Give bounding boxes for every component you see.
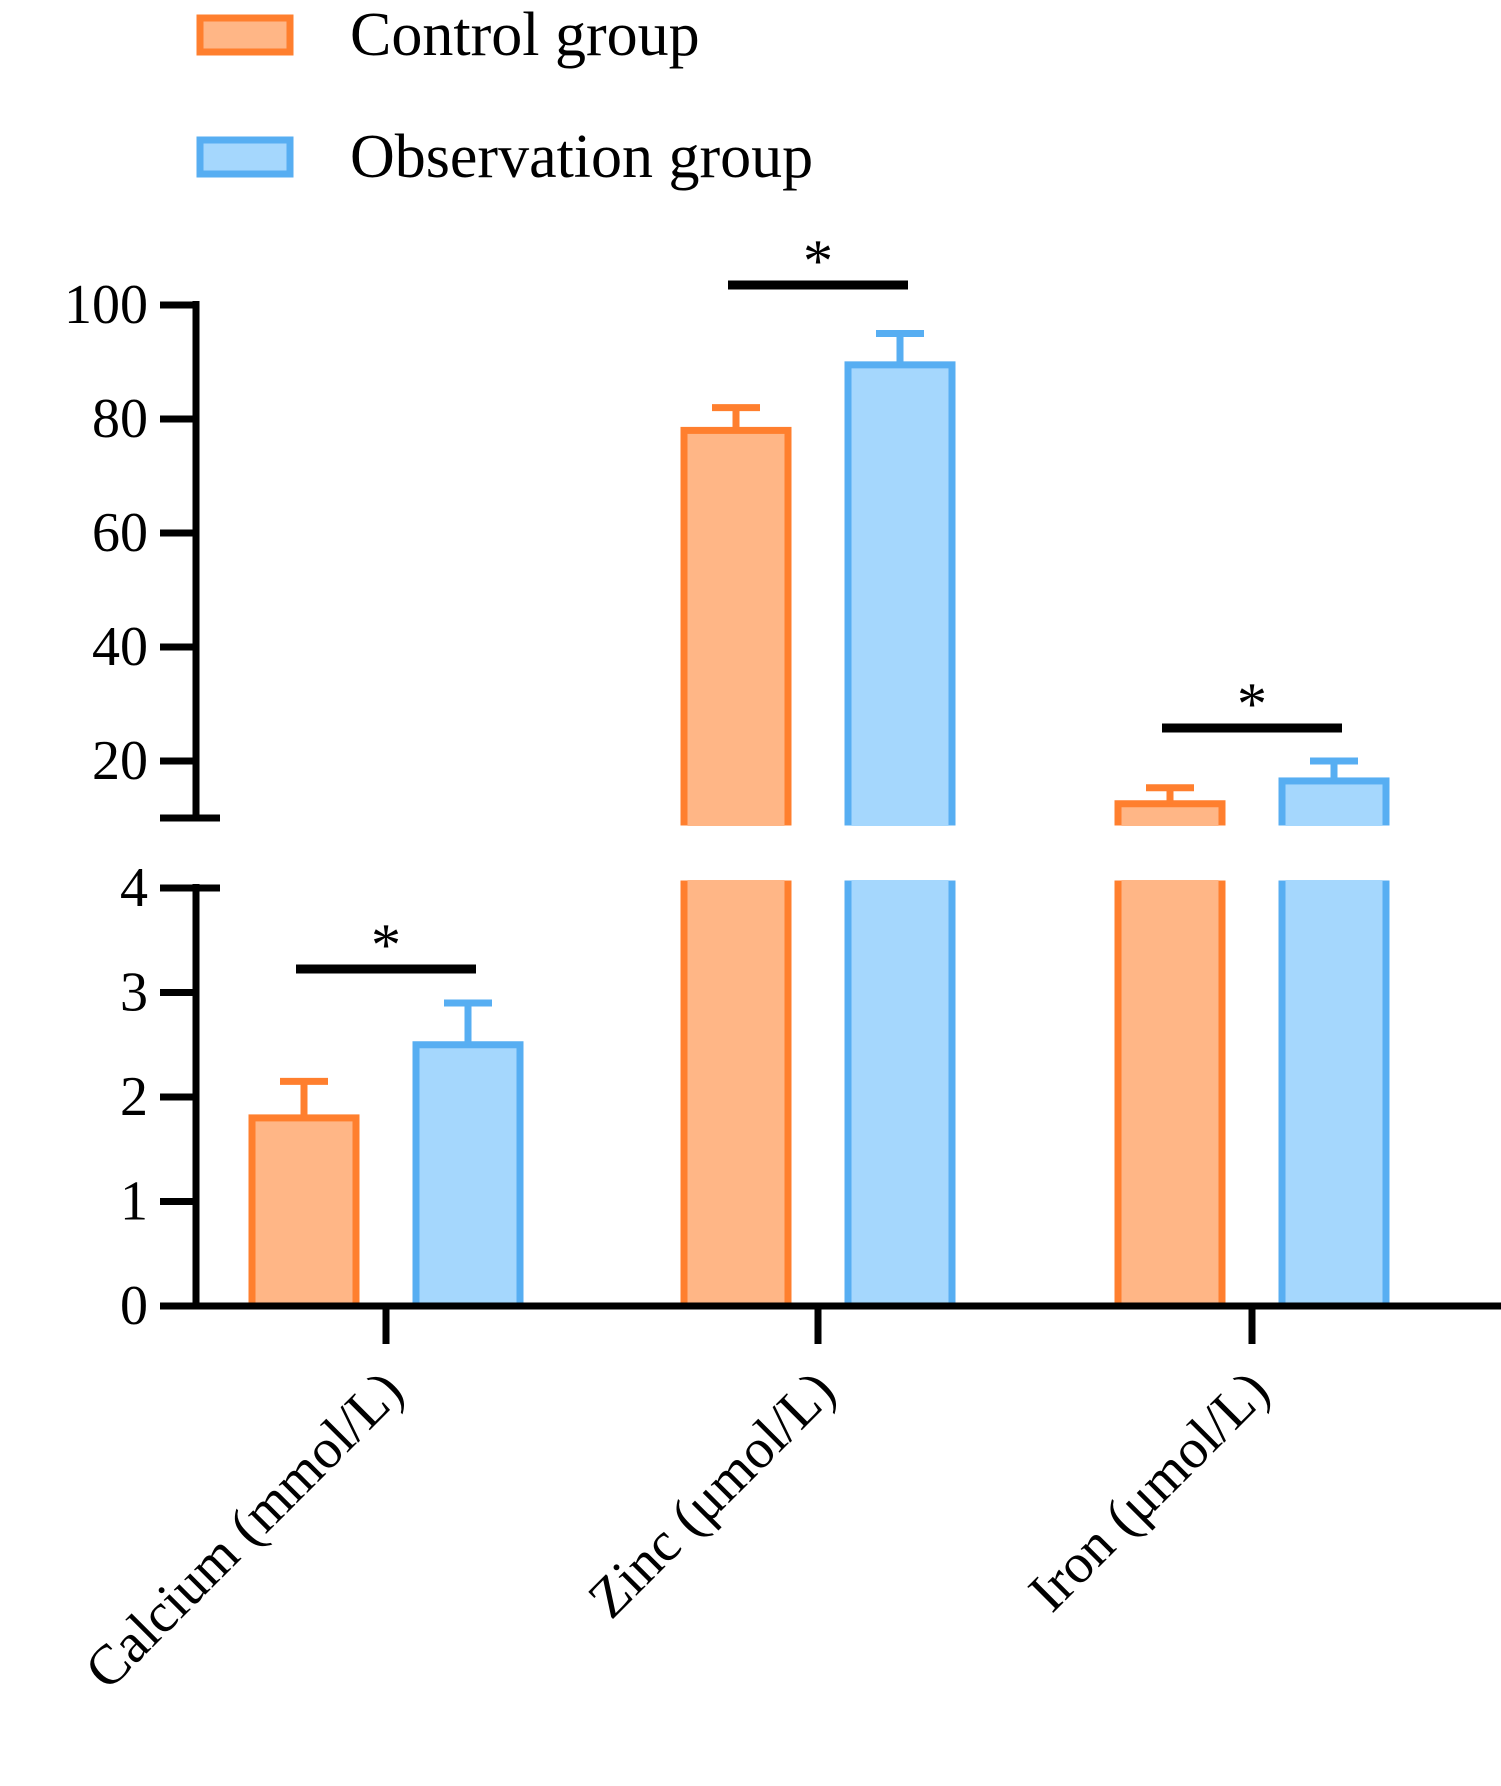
bar-break-fill-control-2-lower <box>1121 880 1219 890</box>
legend-label-0: Control group <box>350 1 700 69</box>
significance-label-2: * <box>1237 671 1267 737</box>
bar-break-fill-observation-1-upper <box>851 816 949 826</box>
bar-break-fill-observation-1-lower <box>851 880 949 890</box>
bar-break-fill-control-2-upper <box>1121 816 1219 826</box>
bar-control-2-lower <box>1114 880 1226 1310</box>
y-tick-label-80: 80 <box>92 388 148 450</box>
y-tick-label-40: 40 <box>92 616 148 678</box>
y-tick-label-100: 100 <box>64 274 148 336</box>
bar-break-fill-observation-2-upper <box>1285 816 1383 826</box>
significance-label-0: * <box>371 912 401 978</box>
bar-observation-1-upper <box>844 361 956 826</box>
bar-observation-1-lower <box>844 880 956 1310</box>
x-tick-label-0: Calcium (mmol/L) <box>73 1359 415 1701</box>
y-tick-label-20: 20 <box>92 730 148 792</box>
legend-swatch-1 <box>196 136 294 178</box>
bar-observation-2-upper <box>1278 777 1390 826</box>
x-tick-label-1: Zinc (μmol/L) <box>576 1359 847 1630</box>
y-tick-label-1: 1 <box>120 1171 148 1233</box>
y-tick-label-2: 2 <box>120 1066 148 1128</box>
bar-break-fill-control-1-lower <box>687 880 785 890</box>
legend-label-1: Observation group <box>350 123 813 191</box>
y-tick-label-4: 4 <box>120 857 148 919</box>
x-tick-label-2: Iron (μmol/L) <box>1017 1359 1281 1623</box>
bar-control-0 <box>248 1114 360 1310</box>
bar-control-1-lower <box>680 880 792 1310</box>
y-tick-label-0: 0 <box>120 1275 148 1337</box>
y-tick-label-3: 3 <box>120 962 148 1024</box>
bar-observation-0 <box>412 1041 524 1310</box>
legend-swatch-0 <box>196 14 294 56</box>
y-tick-label-60: 60 <box>92 502 148 564</box>
bar-control-1-upper <box>680 426 792 826</box>
significance-label-1: * <box>803 228 833 294</box>
bar-break-fill-control-1-upper <box>687 816 785 826</box>
bar-break-fill-observation-2-lower <box>1285 880 1383 890</box>
bar-observation-2-lower <box>1278 880 1390 1310</box>
